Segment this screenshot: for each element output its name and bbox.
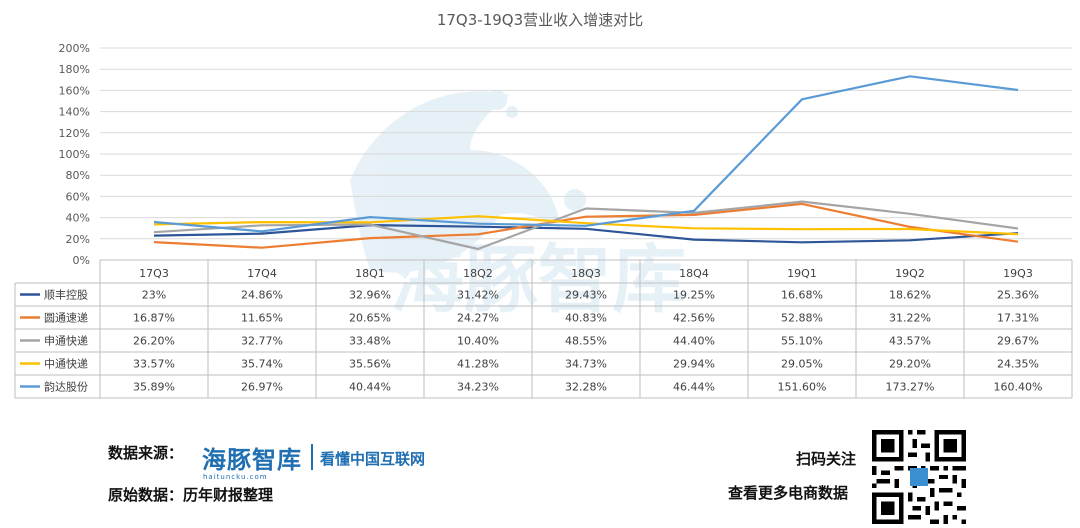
scan-text: 扫码关注: [796, 450, 857, 468]
data-label: 33.57%: [133, 358, 175, 371]
data-label: 34.73%: [565, 358, 607, 371]
data-label: 29.94%: [673, 358, 715, 371]
qr-code-icon[interactable]: [872, 430, 966, 524]
data-label: 55.10%: [781, 335, 823, 348]
x-tick-label: 19Q1: [787, 267, 817, 280]
data-label: 31.42%: [457, 289, 499, 302]
data-label: 40.44%: [349, 381, 391, 394]
y-tick-label: 180%: [59, 63, 90, 76]
y-tick-label: 120%: [59, 127, 90, 140]
y-tick-label: 0%: [73, 254, 90, 267]
y-tick-label: 20%: [66, 233, 90, 246]
legend-label: 中通快递: [44, 357, 88, 371]
data-label: 35.74%: [241, 358, 283, 371]
footer: 数据来源： 海豚智库 haituncku.com 看懂中国互联网 原始数据：历年…: [0, 422, 1080, 528]
data-label: 41.28%: [457, 358, 499, 371]
data-label: 35.56%: [349, 358, 391, 371]
data-label: 31.22%: [889, 312, 931, 325]
data-label: 44.40%: [673, 335, 715, 348]
data-label: 173.27%: [886, 381, 935, 394]
source-label: 数据来源：: [108, 444, 184, 462]
data-label: 43.57%: [889, 335, 931, 348]
data-label: 25.36%: [997, 289, 1039, 302]
legend-label: 顺丰控股: [44, 288, 88, 302]
watermark-text: 海豚智库: [390, 237, 686, 323]
data-label: 151.60%: [778, 381, 827, 394]
y-tick-label: 160%: [59, 84, 90, 97]
data-label: 24.86%: [241, 289, 283, 302]
data-table: 17Q3 17Q4 18Q1 18Q2 18Q3 18Q4 19Q1 19Q2 19Q3 顺丰控股…: [14, 259, 1073, 399]
data-label: 26.20%: [133, 335, 175, 348]
data-label: 29.20%: [889, 358, 931, 371]
y-tick-label: 100%: [59, 148, 90, 161]
series-line: [153, 224, 1019, 244]
series-line: [153, 75, 1019, 233]
data-label: 32.96%: [349, 289, 391, 302]
data-label: 16.68%: [781, 289, 823, 302]
data-label: 160.40%: [994, 381, 1043, 394]
x-tick-label: 18Q4: [679, 267, 709, 280]
dolphin-watermark: 海豚智库: [350, 90, 686, 323]
data-label: 10.40%: [457, 335, 499, 348]
data-label: 52.88%: [781, 312, 823, 325]
legend-label: 韵达股份: [44, 380, 88, 394]
series-line: [153, 202, 1019, 249]
chart: 17Q3-19Q3营业收入增速对比 海豚智库 0% 20% 40% 60% 80% 100…: [14, 11, 1073, 399]
data-label: 20.65%: [349, 312, 391, 325]
x-tick-label: 17Q4: [247, 267, 277, 280]
data-label: 11.65%: [241, 312, 283, 325]
series-lines: [153, 75, 1019, 251]
data-label: 46.44%: [673, 381, 715, 394]
more-data-text: 查看更多电商数据: [728, 484, 849, 502]
series-line: [153, 215, 1019, 236]
legend-label: 申通快递: [44, 334, 88, 348]
y-tick-label: 40%: [66, 212, 90, 225]
y-tick-label: 60%: [66, 190, 90, 203]
legend-label: 圆通速递: [44, 311, 88, 325]
brand-divider: [311, 444, 313, 470]
data-label: 24.27%: [457, 312, 499, 325]
data-label: 17.31%: [997, 312, 1039, 325]
data-label: 29.67%: [997, 335, 1039, 348]
y-tick-label: 200%: [59, 42, 90, 55]
data-label: 34.23%: [457, 381, 499, 394]
x-tick-label: 18Q2: [463, 267, 493, 280]
data-label: 18.62%: [889, 289, 931, 302]
brand-url: haituncku.com: [203, 473, 268, 481]
data-label: 32.77%: [241, 335, 283, 348]
data-label: 16.87%: [133, 312, 175, 325]
brand-logo: 海豚智库: [202, 446, 302, 474]
y-tick-label: 80%: [66, 169, 90, 182]
data-label: 29.05%: [781, 358, 823, 371]
data-label: 32.28%: [565, 381, 607, 394]
x-tick-label: 18Q3: [571, 267, 601, 280]
data-label: 48.55%: [565, 335, 607, 348]
raw-data-label: 原始数据：历年财报整理: [108, 486, 274, 504]
data-label: 42.56%: [673, 312, 715, 325]
data-label: 40.83%: [565, 312, 607, 325]
data-label: 19.25%: [673, 289, 715, 302]
x-tick-label: 19Q2: [895, 267, 925, 280]
x-tick-label: 17Q3: [139, 267, 169, 280]
brand-slogan: 看懂中国互联网: [320, 450, 426, 468]
data-label: 24.35%: [997, 358, 1039, 371]
y-axis-ticks: 0% 20% 40% 60% 80% 100% 120% 140% 160% 180% 200%: [59, 42, 90, 267]
chart-title: 17Q3-19Q3营业收入增速对比: [437, 11, 643, 29]
series-line: [153, 200, 1019, 251]
data-label: 33.48%: [349, 335, 391, 348]
y-tick-label: 140%: [59, 106, 90, 119]
x-tick-label: 18Q1: [355, 267, 385, 280]
data-label: 29.43%: [565, 289, 607, 302]
data-label: 35.89%: [133, 381, 175, 394]
data-label: 23%: [142, 289, 166, 302]
data-label: 26.97%: [241, 381, 283, 394]
x-tick-label: 19Q3: [1003, 267, 1033, 280]
